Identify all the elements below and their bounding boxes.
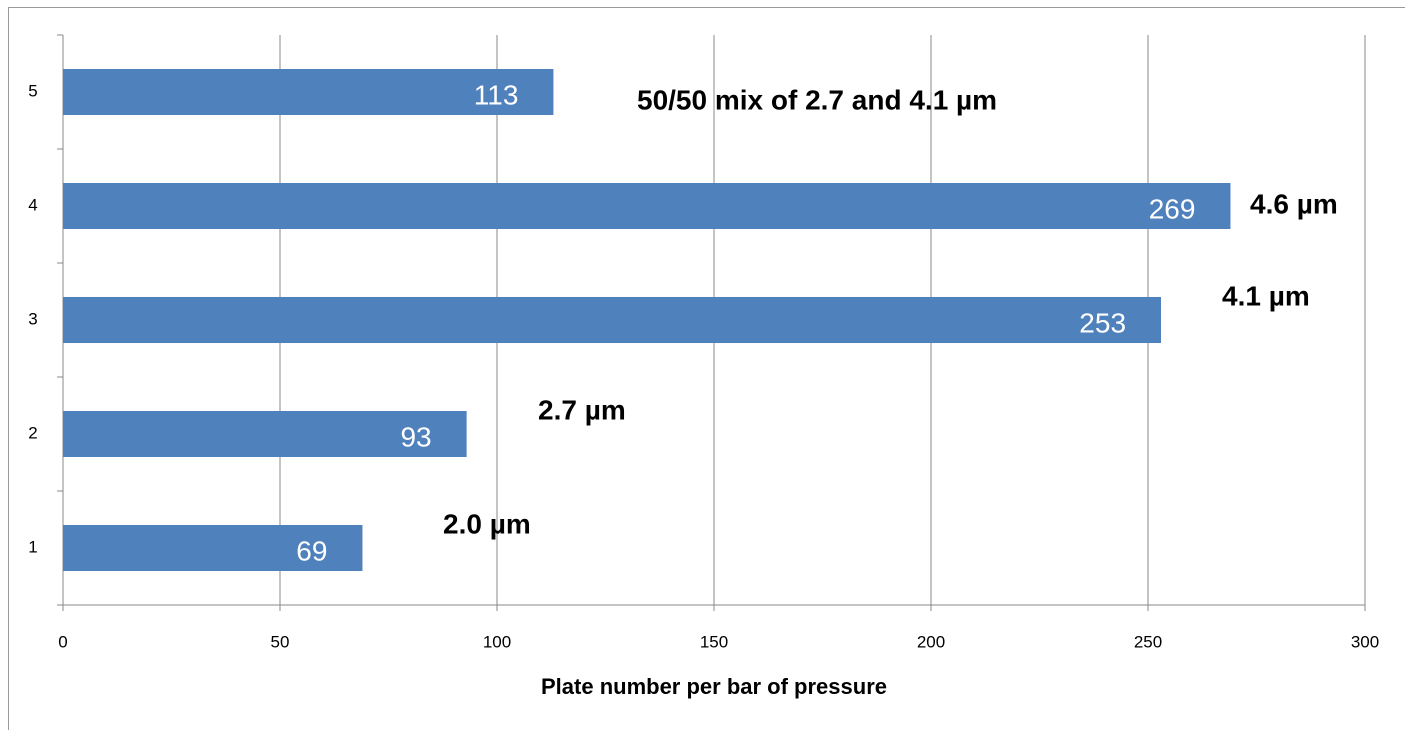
x-tick-label: 50 [271, 632, 290, 651]
chart-frame [8, 7, 1405, 730]
y-tick-label: 2 [28, 423, 37, 442]
y-tick-label: 4 [28, 195, 37, 214]
bar [63, 69, 554, 115]
x-tick-label: 200 [917, 632, 945, 651]
x-tick-label: 300 [1351, 632, 1379, 651]
annotation: 2.0 µm [443, 508, 531, 539]
value-label: 93 [400, 421, 431, 452]
y-tick-label: 5 [28, 81, 37, 100]
annotation: 50/50 mix of 2.7 and 4.1 µm [637, 84, 997, 115]
bar [63, 411, 467, 457]
x-tick-label: 100 [483, 632, 511, 651]
value-label: 269 [1149, 193, 1196, 224]
bar [63, 525, 363, 571]
value-label: 69 [296, 535, 327, 566]
annotation: 2.7 µm [538, 394, 626, 425]
x-tick-label: 250 [1134, 632, 1162, 651]
annotation: 4.1 µm [1222, 280, 1310, 311]
bar [63, 183, 1231, 229]
x-tick-label: 0 [58, 632, 67, 651]
annotation: 4.6 µm [1250, 188, 1338, 219]
y-tick-label: 1 [28, 537, 37, 556]
x-axis-title: Plate number per bar of pressure [541, 674, 887, 699]
value-label: 253 [1079, 307, 1126, 338]
bar [63, 297, 1162, 343]
y-tick-label: 3 [28, 309, 37, 328]
x-tick-label: 150 [700, 632, 728, 651]
value-label: 113 [474, 79, 519, 110]
